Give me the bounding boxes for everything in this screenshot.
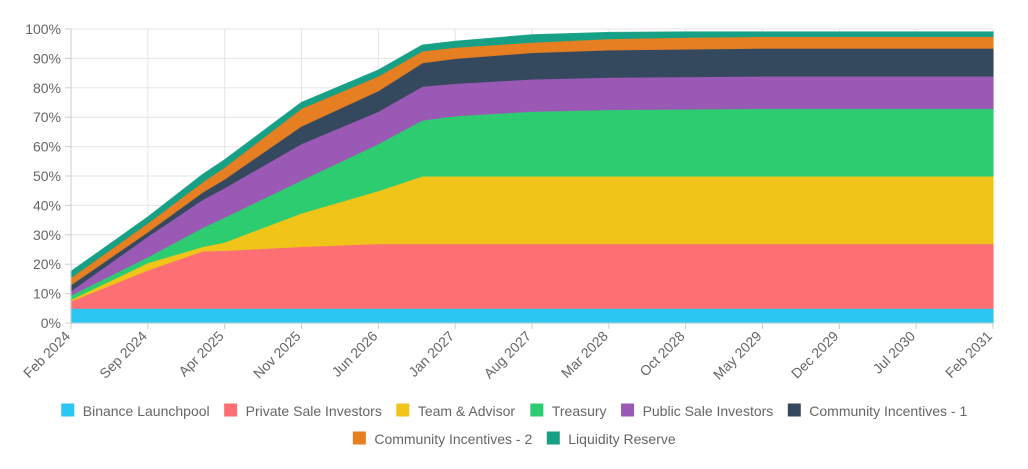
x-tick-label: Nov 2025: [250, 328, 304, 382]
legend-label: Treasury: [552, 403, 607, 419]
legend-label: Binance Launchpool: [83, 403, 210, 419]
y-tick-label: 60%: [33, 139, 61, 155]
legend-item-liquidity-reserve[interactable]: Liquidity Reserve: [545, 430, 676, 447]
area-layer: [70, 31, 994, 324]
legend-label: Community Incentives - 2: [374, 431, 532, 447]
x-tick-label: Oct 2028: [636, 328, 688, 380]
y-tick-label: 70%: [33, 109, 61, 125]
legend-label: Team & Advisor: [418, 403, 516, 419]
y-tick-label: 80%: [33, 80, 61, 96]
legend-item-team-advisor[interactable]: Team & Advisor: [395, 402, 516, 419]
legend-swatch: [786, 402, 802, 418]
x-tick-label: Jan 2027: [405, 328, 457, 380]
legend-swatch: [395, 402, 411, 418]
legend-swatch: [529, 402, 545, 418]
y-tick-label: 10%: [33, 286, 61, 302]
x-tick-label: Feb 2031: [942, 328, 995, 381]
legend-item-binance-launchpool[interactable]: Binance Launchpool: [60, 402, 210, 419]
legend-label: Private Sale Investors: [246, 403, 382, 419]
legend-item-community-incentives-1[interactable]: Community Incentives - 1: [786, 402, 967, 419]
y-tick-label: 100%: [25, 21, 61, 37]
legend-swatch: [545, 430, 561, 446]
x-tick-label: May 2029: [710, 328, 765, 383]
x-tick-label: Mar 2028: [558, 328, 611, 381]
y-tick-label: 30%: [33, 227, 61, 243]
legend-swatch: [60, 402, 76, 418]
x-tick-label: Feb 2024: [20, 328, 73, 381]
legend-label: Liquidity Reserve: [568, 431, 676, 447]
y-tick-label: 20%: [33, 256, 61, 272]
legend-swatch: [620, 402, 636, 418]
area-binance-launchpool[interactable]: [70, 307, 994, 324]
legend-label: Community Incentives - 1: [809, 403, 967, 419]
x-tick-label: Jun 2026: [328, 328, 380, 380]
y-tick-label: 40%: [33, 197, 61, 213]
x-tick-label: Aug 2027: [480, 328, 534, 382]
legend-item-community-incentives-2[interactable]: Community Incentives - 2: [351, 430, 532, 447]
legend-label: Public Sale Investors: [643, 403, 774, 419]
y-tick-label: 50%: [33, 168, 61, 184]
x-tick-label: Apr 2025: [175, 328, 227, 380]
x-tick-label: Jul 2030: [870, 328, 919, 377]
legend-swatch: [223, 402, 239, 418]
legend-item-public-sale-investors[interactable]: Public Sale Investors: [620, 402, 774, 419]
x-tick-label: Sep 2024: [96, 328, 150, 382]
area-liquidity-reserve[interactable]: [70, 31, 994, 279]
x-tick-label: Dec 2029: [788, 328, 842, 382]
legend-swatch: [351, 430, 367, 446]
legend: Binance Launchpool Private Sale Investors…: [60, 402, 967, 447]
legend-item-private-sale-investors[interactable]: Private Sale Investors: [223, 402, 382, 419]
area-private-sale-investors[interactable]: [70, 243, 994, 309]
legend-item-treasury[interactable]: Treasury: [529, 402, 607, 419]
y-tick-label: 90%: [33, 50, 61, 66]
y-tick-label: 0%: [41, 315, 61, 331]
